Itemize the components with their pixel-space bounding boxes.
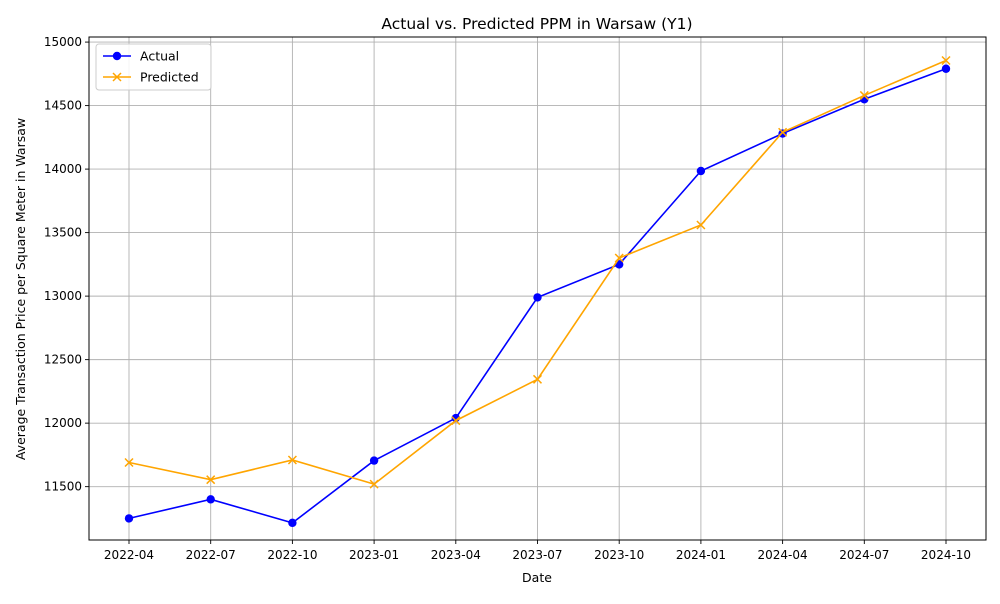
- x-tick-label: 2024-10: [921, 548, 971, 562]
- y-axis-label: Average Transaction Price per Square Met…: [13, 118, 28, 460]
- predicted-point-stroke: [124, 457, 134, 468]
- x-tick-label: 2022-10: [267, 548, 317, 562]
- x-tick-label: 2023-07: [512, 548, 562, 562]
- predicted-point-stroke: [941, 55, 951, 66]
- predicted-point: [696, 220, 706, 230]
- predicted-point: [941, 55, 951, 66]
- legend-label-actual: Actual: [140, 49, 179, 64]
- legend-label-predicted: Predicted: [140, 70, 199, 85]
- x-tick-label: 2022-07: [186, 548, 236, 562]
- legend-entry-predicted: Predicted: [103, 70, 199, 85]
- legend-entries: Actual Predicted: [103, 49, 199, 85]
- actual-point: [369, 456, 379, 465]
- predicted-point: [287, 455, 297, 465]
- predicted-point: [532, 374, 543, 384]
- y-tick-label: 13000: [44, 289, 82, 303]
- y-tick-label: 14500: [44, 99, 82, 113]
- legend-marker-predicted: [112, 72, 122, 82]
- predicted-point-stroke: [778, 127, 788, 137]
- predicted-point: [451, 416, 461, 426]
- actual-point: [206, 495, 215, 504]
- y-tick-label: 12500: [44, 353, 82, 367]
- predicted-point-stroke: [206, 475, 216, 485]
- actual-point: [124, 514, 134, 523]
- series-layer: [124, 55, 951, 528]
- axis-ticks: 2022-04 2022-07 2022-10 2023-01 2023-04 2023-…: [44, 35, 971, 562]
- predicted-series: [124, 55, 951, 489]
- predicted-point: [206, 475, 216, 485]
- actual-point: [941, 64, 951, 73]
- legend-entry-actual: Actual: [103, 49, 179, 64]
- x-axis-label: Date: [522, 570, 552, 585]
- predicted-point: [778, 127, 788, 137]
- chart-title: Actual vs. Predicted PPM in Warsaw (Y1): [381, 15, 692, 33]
- legend-marker-predicted-stroke: [112, 72, 122, 82]
- predicted-point-stroke: [614, 253, 624, 263]
- y-tick-label: 11500: [44, 480, 82, 494]
- actual-point: [696, 166, 706, 176]
- y-tick-label: 13500: [44, 226, 82, 240]
- y-tick-label: 14000: [44, 162, 82, 176]
- predicted-point: [614, 253, 624, 263]
- predicted-point-stroke: [859, 90, 869, 100]
- predicted-point-stroke: [287, 455, 297, 465]
- y-tick-label: 15000: [44, 35, 82, 49]
- x-tick-label: 2023-01: [349, 548, 399, 562]
- predicted-point-stroke: [532, 374, 543, 384]
- predicted-point-stroke: [696, 220, 706, 230]
- actual-point: [533, 293, 542, 302]
- predicted-point: [369, 479, 379, 489]
- x-tick-label: 2023-10: [594, 548, 644, 562]
- predicted-point: [124, 457, 134, 468]
- x-tick-label: 2024-07: [839, 548, 889, 562]
- x-tick-label: 2024-04: [758, 548, 808, 562]
- predicted-point-stroke: [369, 479, 379, 489]
- x-tick-label: 2024-01: [676, 548, 726, 562]
- legend-marker-actual: [112, 51, 122, 61]
- predicted-point: [859, 90, 869, 100]
- actual-point: [288, 518, 297, 528]
- legend: Actual Predicted: [95, 43, 212, 91]
- y-tick-label: 12000: [44, 416, 82, 430]
- x-tick-label: 2023-04: [431, 548, 481, 562]
- predicted-point-stroke: [451, 416, 461, 426]
- x-tick-label: 2022-04: [104, 548, 154, 562]
